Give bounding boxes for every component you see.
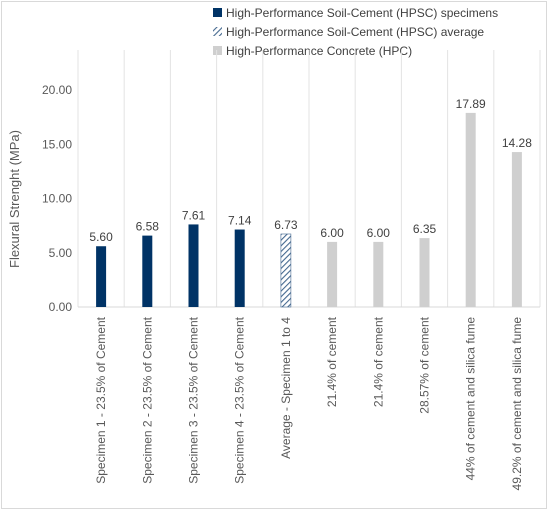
data-label-5: 6.73: [274, 218, 298, 232]
category-label-6: 21.4% of cement: [325, 316, 339, 407]
category-label-9: 44% of cement and silica fume: [464, 317, 478, 481]
category-label-7: 21.4% of cement: [371, 316, 385, 407]
legend-swatch-hpc: [213, 46, 222, 55]
data-label-8: 6.35: [413, 222, 437, 236]
y-tick-label: 10.00: [42, 192, 72, 206]
bar-5: [280, 233, 292, 308]
y-tick-label: 0.00: [49, 300, 73, 314]
y-axis-ticks: 0.00 5.00 10.00 15.00 20.00: [42, 83, 72, 314]
legend-label-hpsc-average: High-Performance Soil-Cement (HPSC) aver…: [226, 25, 484, 39]
data-label-6: 6.00: [320, 226, 344, 240]
data-label-1: 5.60: [89, 230, 113, 244]
y-tick-label: 15.00: [42, 137, 72, 151]
bar-4: [234, 229, 245, 307]
y-tick-label: 5.00: [49, 246, 73, 260]
data-label-7: 6.00: [367, 226, 391, 240]
category-label-5: Average - Specimen 1 to 4: [279, 317, 293, 459]
legend-label-hpc: High-Performance Concrete (HPC): [226, 44, 412, 58]
legend-item-hpsc-specimens: High-Performance Soil-Cement (HPSC) spec…: [213, 6, 498, 20]
category-label-2: Specimen 2 - 23.5% of Cement: [140, 316, 154, 483]
bars: [96, 112, 522, 308]
data-label-9: 17.89: [456, 97, 486, 111]
bar-6: [327, 241, 338, 307]
data-labels: 5.60 6.58 7.61 7.14 6.73 6.00 6.00 6.35 17.89 14.…: [89, 97, 532, 244]
bar-3: [188, 224, 199, 307]
category-label-1: Specimen 1 - 23.5% of Cement: [94, 316, 108, 483]
category-label-10: 49.2% of cement and silica fume: [510, 317, 524, 491]
bar-10: [511, 152, 522, 307]
y-tick-label: 20.00: [42, 83, 72, 97]
legend-swatch-hpsc-average: [213, 27, 222, 36]
data-label-3: 7.61: [182, 208, 206, 222]
category-label-3: Specimen 3 - 23.5% of Cement: [187, 316, 201, 483]
category-label-4: Specimen 4 - 23.5% of Cement: [233, 316, 247, 483]
legend-item-hpc: High-Performance Concrete (HPC): [213, 44, 412, 58]
bar-9: [465, 112, 476, 308]
legend: High-Performance Soil-Cement (HPSC) spec…: [213, 6, 498, 58]
bar-7: [373, 241, 384, 307]
bar-8: [419, 238, 430, 307]
legend-label-hpsc-specimens: High-Performance Soil-Cement (HPSC) spec…: [226, 6, 498, 20]
data-label-2: 6.58: [136, 220, 160, 234]
legend-item-hpsc-average: High-Performance Soil-Cement (HPSC) aver…: [213, 25, 484, 39]
category-labels: Specimen 1 - 23.5% of Cement Specimen 2 -…: [94, 316, 524, 490]
bar-1: [96, 246, 107, 307]
bar-2: [142, 235, 153, 307]
y-axis-title: Flexural Strenght (MPa): [7, 130, 22, 268]
data-label-4: 7.14: [228, 214, 252, 228]
data-label-10: 14.28: [502, 136, 532, 150]
legend-swatch-hpsc-specimens: [213, 8, 222, 17]
gridlines: [77, 50, 541, 307]
category-label-8: 28.57% of cement: [418, 316, 432, 413]
